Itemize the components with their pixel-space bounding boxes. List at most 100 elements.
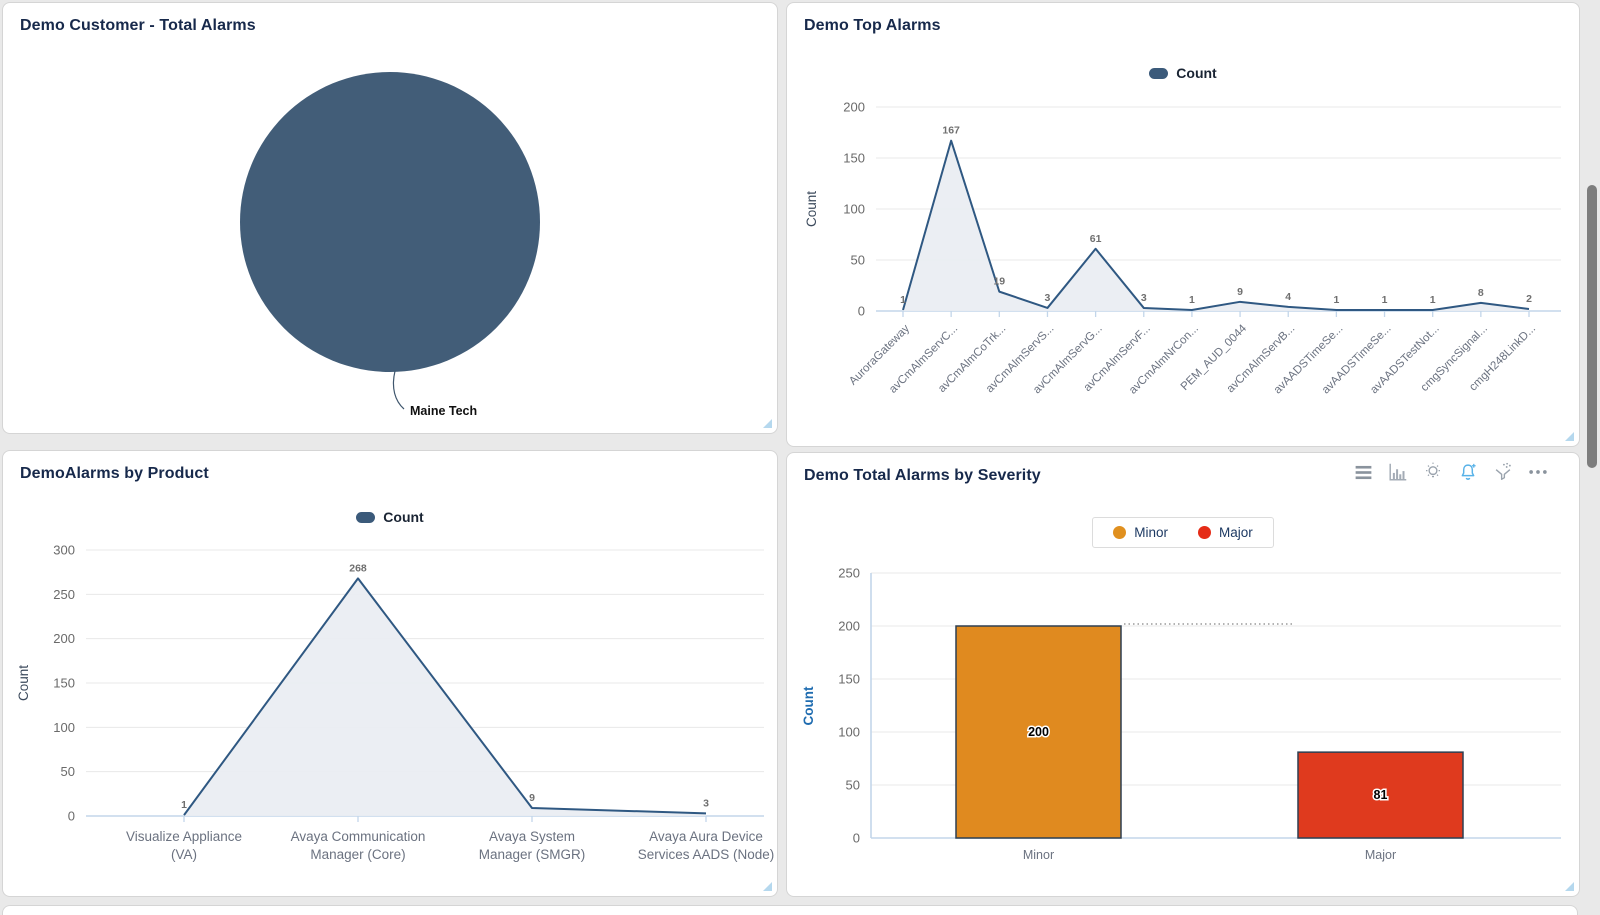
panel-title-top-alarms: Demo Top Alarms	[804, 17, 941, 34]
svg-text:3: 3	[703, 797, 709, 809]
svg-text:2: 2	[1526, 293, 1532, 305]
svg-text:0: 0	[853, 831, 860, 846]
svg-text:100: 100	[53, 720, 75, 735]
svg-text:Services AADS (Node): Services AADS (Node)	[638, 847, 775, 862]
bell-add-icon	[1461, 463, 1476, 480]
svg-text:Count: Count	[801, 686, 816, 725]
svg-text:Avaya Communication: Avaya Communication	[291, 829, 426, 844]
svg-text:200: 200	[1028, 725, 1049, 739]
resize-handle-icon[interactable]	[763, 419, 772, 428]
svg-text:167: 167	[942, 125, 960, 137]
count-series-marker	[356, 511, 376, 523]
svg-text:Minor: Minor	[1023, 848, 1054, 862]
svg-text:Visualize Appliance: Visualize Appliance	[126, 829, 242, 844]
panel-top-alarms: 0 50 100 150 200 Count 1 167 19 3 61 3 1 9 4 1 1 1 8 2 Auror…	[786, 2, 1580, 447]
resize-handle-icon[interactable]	[763, 882, 772, 891]
severity-chart[interactable]: 0 50 100 150 200 250 Count 200 Minor 81 Major	[787, 453, 1579, 896]
svg-text:Manager (Core): Manager (Core)	[310, 847, 405, 862]
resize-handle-icon[interactable]	[1565, 882, 1574, 891]
svg-text:81: 81	[1374, 788, 1388, 802]
svg-text:50: 50	[846, 778, 860, 793]
chart-type-button[interactable]	[1387, 461, 1409, 483]
svg-text:0: 0	[858, 304, 865, 319]
next-row-panel-edge	[2, 905, 1578, 915]
legend-item-major[interactable]: Major	[1198, 525, 1253, 540]
svg-text:150: 150	[53, 676, 75, 691]
svg-text:61: 61	[1090, 233, 1102, 245]
major-series-marker	[1198, 526, 1211, 539]
svg-text:1: 1	[1382, 294, 1388, 306]
legend: Count	[787, 65, 1579, 81]
svg-text:8: 8	[1478, 287, 1484, 299]
svg-text:1: 1	[1189, 294, 1195, 306]
insights-button[interactable]	[1422, 461, 1444, 483]
svg-text:268: 268	[349, 562, 367, 574]
svg-text:Maine Tech: Maine Tech	[410, 404, 477, 418]
svg-text:1: 1	[1333, 294, 1339, 306]
svg-text:0: 0	[68, 809, 75, 824]
more-options-icon	[1529, 470, 1547, 474]
panel-alarms-by-product: 0 50 100 150 200 250 300 Count 1 268 9 3 Visualize A…	[2, 450, 778, 897]
svg-text:19: 19	[993, 276, 1005, 288]
scrollbar-track[interactable]	[1584, 0, 1600, 913]
svg-text:4: 4	[1285, 291, 1291, 303]
svg-text:Major: Major	[1365, 848, 1396, 862]
lightbulb-icon	[1426, 462, 1440, 478]
svg-text:Avaya System: Avaya System	[489, 829, 575, 844]
minor-series-marker	[1113, 526, 1127, 539]
svg-text:Count: Count	[16, 665, 31, 701]
legend: Minor Major	[787, 517, 1579, 548]
svg-text:50: 50	[61, 764, 75, 779]
svg-text:200: 200	[843, 100, 865, 115]
menu-button[interactable]	[1352, 461, 1374, 483]
legend-item-minor[interactable]: Minor	[1113, 525, 1168, 540]
filter-icon	[1495, 462, 1511, 481]
count-series-marker	[1149, 67, 1169, 79]
svg-text:150: 150	[843, 151, 865, 166]
smart-filter-button[interactable]	[1492, 461, 1514, 483]
svg-text:Avaya Aura Device: Avaya Aura Device	[649, 829, 763, 844]
panel-title-alarms-by-product: DemoAlarms by Product	[20, 465, 209, 482]
svg-text:Manager (SMGR): Manager (SMGR)	[479, 847, 586, 862]
resize-handle-icon[interactable]	[1565, 432, 1574, 441]
svg-text:150: 150	[838, 672, 860, 687]
legend: Count	[3, 509, 777, 525]
legend-label-minor: Minor	[1134, 525, 1168, 540]
svg-text:9: 9	[1237, 286, 1243, 298]
panel-title-alarms-by-severity: Demo Total Alarms by Severity	[804, 467, 1041, 484]
bar-chart-icon	[1389, 463, 1407, 481]
legend-box: Minor Major	[1092, 517, 1274, 548]
create-alert-button[interactable]	[1457, 461, 1479, 483]
svg-text:300: 300	[53, 543, 75, 558]
svg-text:100: 100	[838, 725, 860, 740]
svg-text:1: 1	[900, 294, 906, 306]
more-options-button[interactable]	[1527, 461, 1549, 483]
alarms-by-product-chart[interactable]: 0 50 100 150 200 250 300 Count 1 268 9 3 Visualize A…	[3, 451, 777, 896]
legend-label-major: Major	[1219, 525, 1253, 540]
legend-item-count[interactable]: Count	[356, 509, 424, 525]
svg-text:3: 3	[1045, 292, 1051, 304]
legend-label: Count	[1176, 65, 1217, 81]
svg-text:3: 3	[1141, 292, 1147, 304]
svg-text:(VA): (VA)	[171, 847, 197, 862]
chart-toolbar	[1352, 461, 1549, 483]
svg-text:Count: Count	[804, 191, 819, 227]
menu-icon	[1355, 465, 1371, 479]
svg-text:200: 200	[838, 619, 860, 634]
svg-text:250: 250	[838, 566, 860, 581]
total-alarms-pie-chart[interactable]: Maine Tech	[3, 3, 777, 433]
svg-text:50: 50	[851, 253, 865, 268]
svg-text:100: 100	[843, 202, 865, 217]
panel-title-total-alarms: Demo Customer - Total Alarms	[20, 17, 256, 34]
svg-text:1: 1	[181, 799, 187, 811]
panel-total-alarms: Maine Tech Demo Customer - Total Alarms	[2, 2, 778, 434]
svg-text:200: 200	[53, 631, 75, 646]
svg-text:1: 1	[1430, 294, 1436, 306]
svg-text:9: 9	[529, 792, 535, 804]
legend-item-count[interactable]: Count	[1149, 65, 1217, 81]
scrollbar-thumb[interactable]	[1587, 185, 1597, 468]
svg-text:250: 250	[53, 587, 75, 602]
legend-label: Count	[383, 509, 424, 525]
